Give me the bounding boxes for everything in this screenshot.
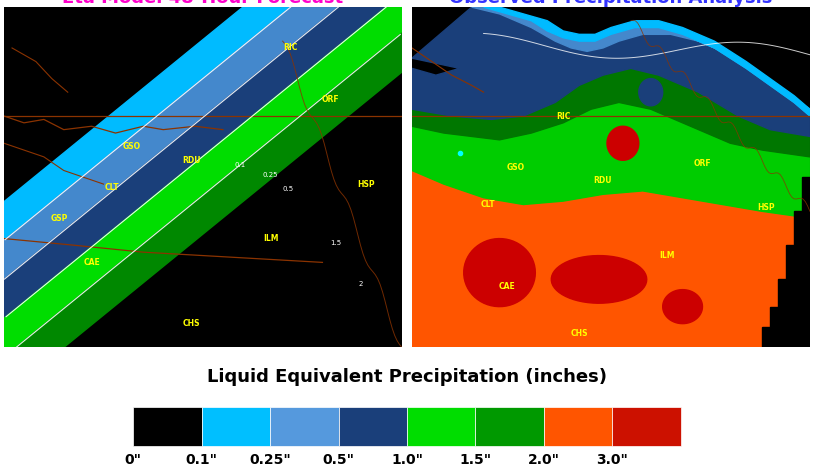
Polygon shape [551, 255, 647, 303]
Polygon shape [607, 126, 639, 160]
Text: 2: 2 [358, 281, 362, 287]
Text: GSO: GSO [506, 163, 524, 172]
Text: ILM: ILM [263, 234, 278, 243]
Text: 0.1": 0.1" [186, 453, 217, 466]
Text: HSP: HSP [757, 203, 775, 212]
Title: Observed Precipitation Analysis: Observed Precipitation Analysis [449, 0, 772, 7]
Bar [133, 407, 202, 447]
Polygon shape [663, 290, 702, 324]
Text: 1.5: 1.5 [330, 240, 342, 246]
Bar [202, 407, 270, 447]
Text: CHS: CHS [182, 319, 200, 328]
Text: ILM: ILM [659, 251, 675, 260]
Text: RDU: RDU [593, 176, 612, 185]
Text: Liquid Equivalent Precipitation (inches): Liquid Equivalent Precipitation (inches) [207, 368, 607, 386]
Text: CHS: CHS [571, 329, 588, 338]
Text: 1.0": 1.0" [391, 453, 423, 466]
Text: CAE: CAE [499, 282, 516, 291]
Text: RIC: RIC [283, 44, 298, 53]
Title: Eta Model 48-Hour Forecast: Eta Model 48-Hour Forecast [63, 0, 344, 7]
Text: 0.25: 0.25 [263, 172, 278, 178]
Polygon shape [412, 102, 810, 218]
Text: CLT: CLT [104, 183, 119, 192]
Text: RIC: RIC [556, 111, 571, 120]
Text: 0.1: 0.1 [235, 162, 246, 168]
Polygon shape [16, 7, 482, 347]
Text: 0.5": 0.5" [322, 453, 355, 466]
Bar [270, 407, 339, 447]
Text: ORF: ORF [322, 94, 339, 103]
Text: 2.0": 2.0" [528, 453, 560, 466]
Text: HSP: HSP [357, 180, 375, 189]
Text: 1.5": 1.5" [459, 453, 492, 466]
Text: RDU: RDU [182, 156, 200, 165]
Text: 0.25": 0.25" [249, 453, 291, 466]
Bar [475, 407, 544, 447]
Text: 0.5: 0.5 [282, 186, 294, 192]
Text: GSO: GSO [122, 142, 141, 151]
Bar [339, 407, 407, 447]
Polygon shape [471, 7, 810, 116]
Text: ORF: ORF [694, 159, 711, 168]
Polygon shape [412, 171, 810, 347]
Text: 0": 0" [125, 453, 142, 466]
Polygon shape [0, 7, 386, 347]
Text: GSP: GSP [51, 214, 68, 223]
Polygon shape [0, 7, 291, 347]
Polygon shape [639, 79, 663, 106]
Polygon shape [0, 7, 339, 347]
Polygon shape [412, 68, 810, 157]
Bar [612, 407, 681, 447]
Bar [407, 407, 475, 447]
Polygon shape [484, 7, 810, 116]
Polygon shape [0, 7, 434, 347]
Polygon shape [762, 177, 810, 347]
Text: 3.0": 3.0" [597, 453, 628, 466]
Polygon shape [464, 238, 536, 307]
Text: CAE: CAE [83, 258, 100, 267]
Polygon shape [412, 7, 810, 137]
Bar [544, 407, 612, 447]
Text: CLT: CLT [480, 200, 495, 209]
